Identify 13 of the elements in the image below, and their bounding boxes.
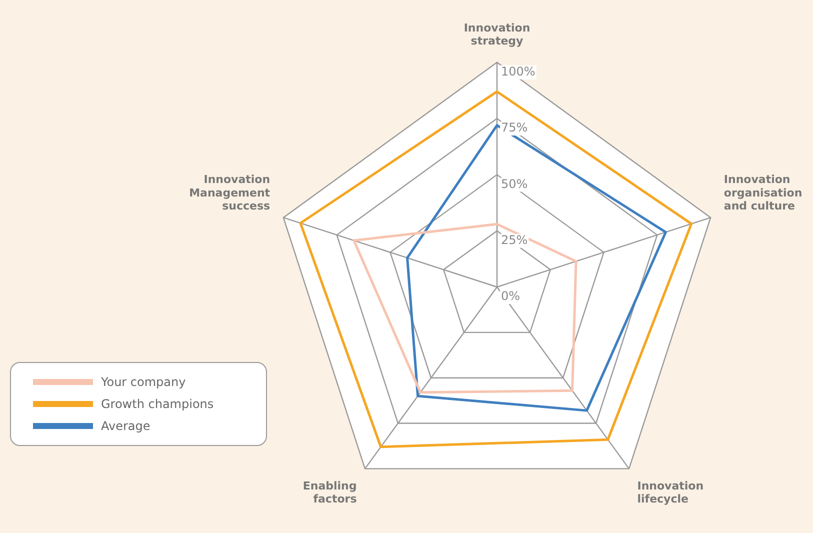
- legend-label: Average: [101, 419, 150, 433]
- y-tick-label: 50%: [501, 176, 528, 191]
- y-tick-label: 75%: [501, 120, 528, 135]
- legend-label: Your company: [101, 375, 186, 389]
- spoke-label: Enabling factors: [302, 479, 358, 506]
- spoke-label: Innovation strategy: [464, 21, 530, 48]
- legend-label: Growth champions: [101, 397, 214, 411]
- spoke-label: Innovation Management success: [189, 173, 271, 213]
- spoke-label: Innovation lifecycle: [637, 479, 704, 506]
- y-tick-label: 100%: [501, 64, 536, 79]
- y-tick-label: 0%: [501, 289, 520, 304]
- y-tick-label: 25%: [501, 232, 528, 247]
- spoke-label: Innovation organisation and culture: [724, 173, 802, 213]
